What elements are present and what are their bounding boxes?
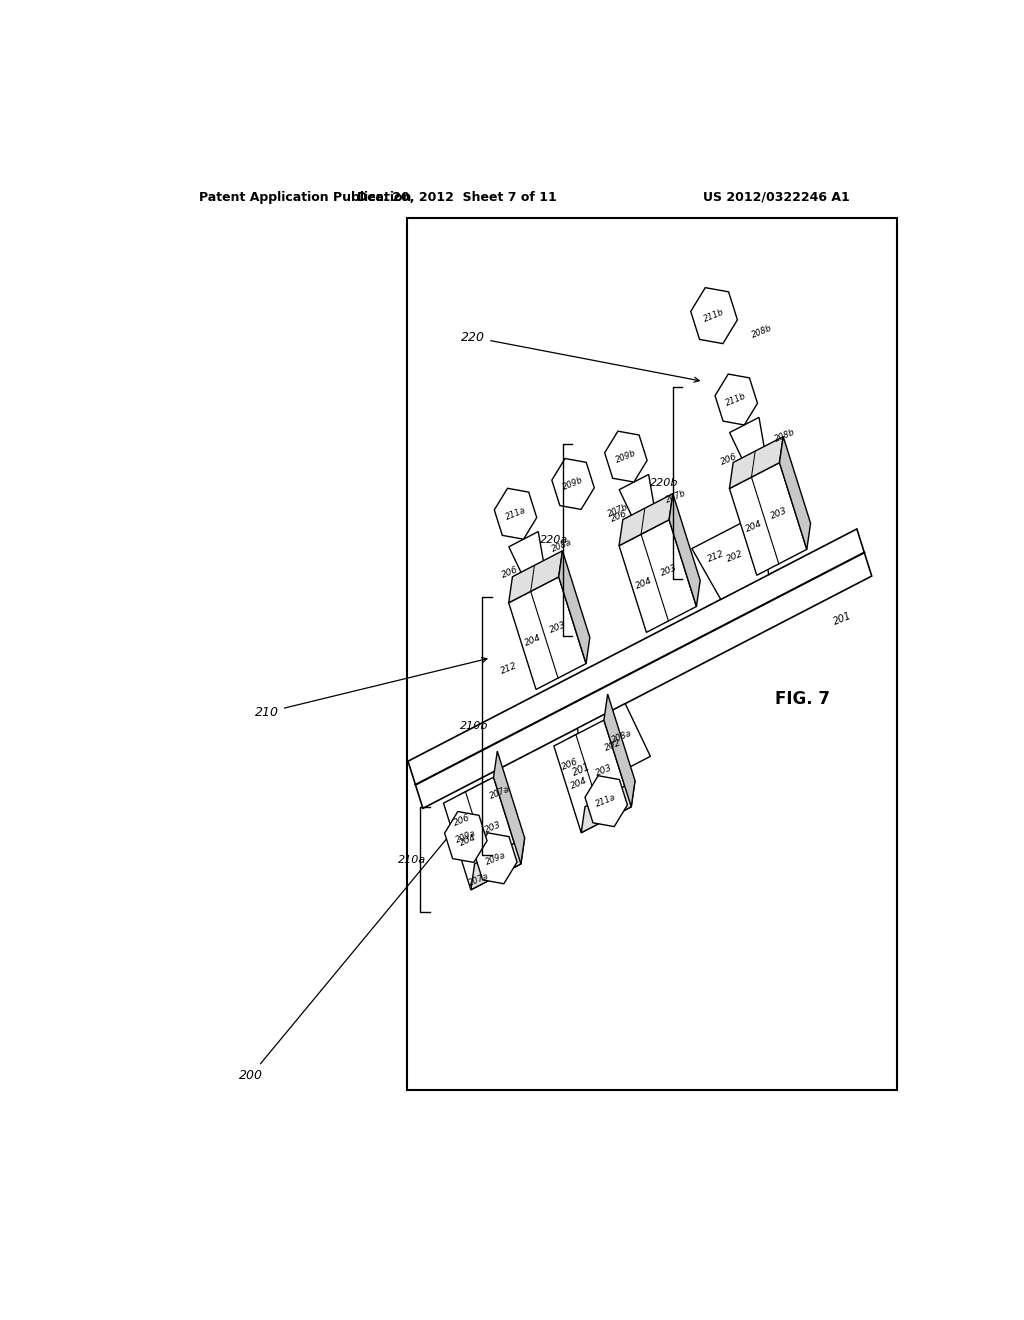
Text: 220b: 220b: [650, 478, 679, 488]
Polygon shape: [408, 529, 871, 808]
Polygon shape: [620, 474, 657, 532]
Text: 211b: 211b: [725, 391, 748, 408]
Text: 209b: 209b: [614, 449, 638, 465]
Text: 206: 206: [500, 565, 519, 579]
Polygon shape: [692, 512, 769, 599]
Polygon shape: [459, 780, 497, 837]
Text: 210a: 210a: [397, 855, 426, 865]
Polygon shape: [509, 550, 562, 603]
Text: 220a: 220a: [540, 535, 568, 545]
Text: US 2012/0322246 A1: US 2012/0322246 A1: [703, 191, 850, 203]
Polygon shape: [604, 432, 647, 482]
Polygon shape: [729, 417, 767, 475]
Text: 207a: 207a: [468, 871, 490, 887]
Text: Dec. 20, 2012  Sheet 7 of 11: Dec. 20, 2012 Sheet 7 of 11: [357, 191, 557, 203]
Text: 211a: 211a: [595, 793, 617, 809]
Text: 211a: 211a: [504, 506, 527, 521]
Text: 208a: 208a: [550, 537, 573, 554]
Polygon shape: [569, 723, 607, 780]
Polygon shape: [495, 488, 537, 539]
Text: 220: 220: [461, 331, 699, 383]
Polygon shape: [715, 374, 758, 425]
Text: FIG. 7: FIG. 7: [775, 690, 829, 708]
Polygon shape: [669, 494, 700, 606]
Text: 208b: 208b: [773, 428, 797, 444]
Text: 203: 203: [483, 821, 503, 836]
Polygon shape: [729, 463, 807, 576]
Text: 209a: 209a: [455, 829, 477, 845]
Text: 207b: 207b: [665, 488, 688, 506]
Polygon shape: [444, 812, 487, 862]
Polygon shape: [554, 721, 631, 833]
Polygon shape: [582, 780, 635, 833]
Polygon shape: [578, 704, 650, 789]
Text: 203: 203: [594, 763, 613, 777]
Text: 208a: 208a: [610, 729, 634, 746]
Polygon shape: [471, 838, 524, 890]
Text: 203: 203: [659, 562, 679, 578]
Text: 202: 202: [603, 738, 623, 752]
Polygon shape: [494, 751, 524, 865]
Polygon shape: [620, 520, 696, 632]
Text: 204: 204: [569, 776, 588, 791]
Polygon shape: [691, 288, 737, 343]
Text: 210: 210: [255, 657, 486, 719]
Text: Patent Application Publication: Patent Application Publication: [200, 191, 412, 203]
Text: 207b: 207b: [607, 503, 630, 519]
Text: 212: 212: [500, 661, 518, 676]
Polygon shape: [552, 458, 594, 510]
Text: 206: 206: [560, 756, 580, 771]
Text: 204: 204: [744, 519, 764, 533]
Polygon shape: [443, 777, 521, 890]
Polygon shape: [509, 532, 547, 589]
Polygon shape: [509, 577, 586, 689]
Text: 206: 206: [452, 813, 471, 828]
Polygon shape: [474, 833, 517, 883]
Text: 201: 201: [831, 611, 853, 627]
Polygon shape: [779, 437, 811, 549]
Text: 211b: 211b: [702, 308, 726, 323]
Text: 203: 203: [549, 620, 568, 635]
Text: 209a: 209a: [484, 850, 507, 866]
Text: 201: 201: [571, 762, 593, 777]
Polygon shape: [604, 694, 635, 807]
Text: 200: 200: [239, 820, 462, 1081]
Polygon shape: [729, 437, 783, 488]
Text: 206: 206: [719, 451, 738, 467]
Text: 207a: 207a: [488, 784, 511, 801]
Polygon shape: [620, 494, 673, 545]
Text: 202: 202: [726, 549, 745, 564]
Polygon shape: [585, 776, 628, 826]
Polygon shape: [559, 550, 590, 664]
Text: 209b: 209b: [561, 475, 585, 492]
Text: 208b: 208b: [750, 323, 773, 339]
Text: 204: 204: [523, 634, 543, 648]
Text: 212: 212: [707, 549, 725, 564]
Text: 210b: 210b: [460, 721, 488, 731]
Text: 204: 204: [459, 833, 478, 849]
Text: 206: 206: [609, 510, 628, 524]
Text: 203: 203: [769, 506, 788, 520]
Text: 204: 204: [634, 576, 653, 591]
Bar: [408, 218, 897, 1090]
